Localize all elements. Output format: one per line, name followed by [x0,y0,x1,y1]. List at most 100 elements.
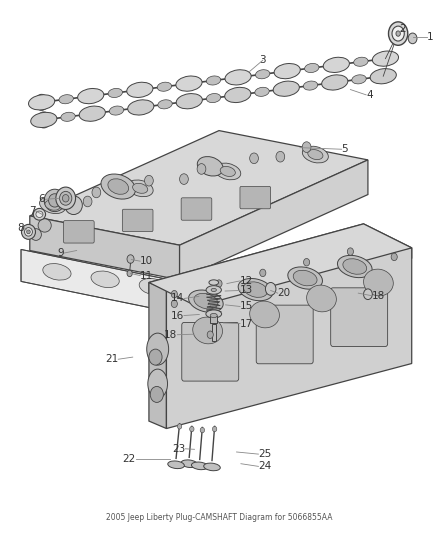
Ellipse shape [31,112,57,127]
Ellipse shape [293,270,317,286]
Ellipse shape [188,290,223,312]
Ellipse shape [302,146,328,163]
Ellipse shape [108,179,129,195]
Text: 12: 12 [240,276,253,286]
Circle shape [171,300,177,308]
Ellipse shape [303,81,318,90]
Polygon shape [180,160,368,280]
Ellipse shape [176,94,202,109]
Circle shape [190,426,194,432]
Circle shape [216,280,222,287]
Ellipse shape [63,195,69,202]
Ellipse shape [304,63,319,72]
Ellipse shape [176,76,202,91]
Circle shape [37,112,50,128]
Ellipse shape [28,95,55,110]
Ellipse shape [197,157,223,176]
Ellipse shape [38,219,51,232]
Circle shape [364,289,372,300]
Ellipse shape [187,286,215,303]
Text: 9: 9 [57,248,64,258]
Circle shape [276,151,285,162]
Circle shape [207,331,213,338]
Ellipse shape [91,271,119,288]
Ellipse shape [220,166,235,176]
Circle shape [265,282,276,295]
Ellipse shape [206,286,221,294]
FancyBboxPatch shape [64,221,94,243]
Circle shape [381,53,390,64]
Text: 3: 3 [259,55,266,65]
Circle shape [35,94,48,110]
Ellipse shape [49,193,61,207]
Ellipse shape [33,208,46,220]
Text: 15: 15 [240,302,253,311]
Ellipse shape [225,87,251,102]
Text: 18: 18 [164,330,177,340]
Text: 22: 22 [123,455,136,464]
Ellipse shape [21,224,35,239]
Circle shape [127,255,134,263]
Text: 17: 17 [240,319,253,328]
Ellipse shape [211,288,216,292]
Ellipse shape [181,460,198,467]
Circle shape [391,253,397,261]
Ellipse shape [372,51,399,66]
Text: 8: 8 [18,223,24,232]
Ellipse shape [168,461,184,469]
Circle shape [396,31,400,36]
Text: 21: 21 [105,354,118,364]
Text: 7: 7 [29,206,36,216]
FancyBboxPatch shape [331,288,388,346]
Ellipse shape [273,81,299,96]
Text: 10: 10 [140,256,153,266]
Text: 18: 18 [372,291,385,301]
Circle shape [389,22,408,45]
Ellipse shape [133,183,148,193]
Ellipse shape [27,230,30,233]
Circle shape [250,153,258,164]
FancyBboxPatch shape [122,209,153,232]
Text: 6: 6 [38,195,45,204]
Ellipse shape [148,369,167,399]
Ellipse shape [158,100,172,109]
Ellipse shape [139,278,167,295]
Bar [210,316,217,323]
Ellipse shape [206,76,221,85]
Text: 25: 25 [258,449,272,459]
Circle shape [149,349,162,365]
Circle shape [212,426,217,432]
Ellipse shape [238,278,273,301]
FancyBboxPatch shape [256,305,313,364]
Ellipse shape [244,282,268,297]
Ellipse shape [225,70,251,85]
Circle shape [408,33,417,44]
Ellipse shape [59,95,74,104]
Ellipse shape [79,106,106,122]
Circle shape [197,164,206,174]
Ellipse shape [45,200,60,210]
Ellipse shape [215,163,241,180]
Ellipse shape [364,269,393,296]
Ellipse shape [352,75,366,84]
Ellipse shape [60,191,72,205]
Ellipse shape [209,280,219,285]
Ellipse shape [157,82,172,91]
Circle shape [260,269,266,277]
Ellipse shape [288,267,322,289]
Ellipse shape [56,187,76,209]
Ellipse shape [337,255,372,278]
Polygon shape [30,131,368,245]
Polygon shape [149,282,166,429]
Circle shape [177,424,182,429]
Text: 1: 1 [427,33,434,42]
Ellipse shape [127,180,153,197]
Ellipse shape [307,285,336,312]
Ellipse shape [323,57,350,72]
Ellipse shape [101,174,135,199]
Ellipse shape [61,112,75,122]
Text: 2005 Jeep Liberty Plug-CAMSHAFT Diagram for 5066855AA: 2005 Jeep Liberty Plug-CAMSHAFT Diagram … [106,513,332,522]
Circle shape [304,259,310,266]
Ellipse shape [39,197,66,214]
Circle shape [379,71,388,82]
